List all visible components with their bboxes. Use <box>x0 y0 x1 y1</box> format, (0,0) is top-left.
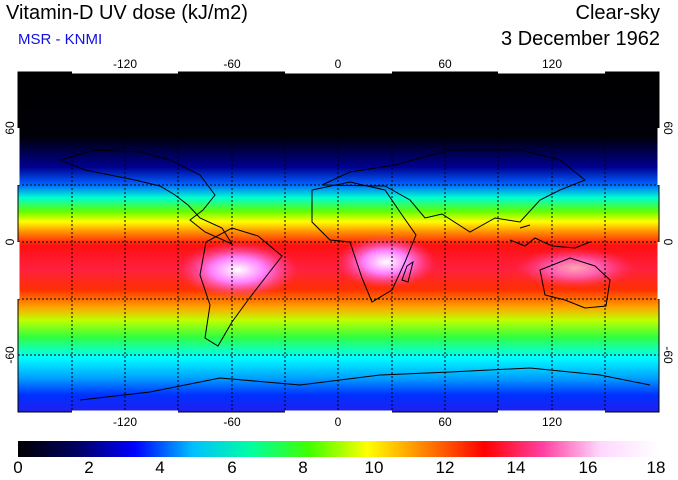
color-scale-bar <box>18 441 659 457</box>
source-label: MSR - KNMI <box>18 31 103 48</box>
lat-tick-left: 0 <box>3 238 17 245</box>
lon-tick-top: -60 <box>223 57 241 71</box>
lon-tick-bottom: 120 <box>542 415 562 429</box>
lat-tick-left: -60 <box>3 346 17 364</box>
lon-tick-top: 60 <box>438 57 452 71</box>
frame-ticks <box>16 70 661 414</box>
lon-tick-top: 0 <box>335 57 342 71</box>
color-scale-label: 4 <box>155 458 165 477</box>
color-scale-label: 8 <box>298 458 308 477</box>
hotspot-south-america <box>178 242 298 298</box>
lon-tick-bottom: -120 <box>113 415 137 429</box>
graticule <box>18 72 659 412</box>
lon-tick-bottom: -60 <box>223 415 241 429</box>
lat-tick-right: 60 <box>661 121 675 135</box>
lat-tick-right: 0 <box>661 239 675 246</box>
lon-tick-top: -120 <box>113 57 137 71</box>
sky-condition-label: Clear-sky <box>575 2 660 24</box>
lon-tick-bottom: 60 <box>438 415 452 429</box>
lon-tick-bottom: 0 <box>335 415 342 429</box>
hotspot-australia <box>515 248 635 288</box>
color-scale-label: 18 <box>646 458 666 477</box>
color-scale-label: 14 <box>506 458 526 477</box>
lon-tick-top: 120 <box>542 57 562 71</box>
color-scale-label: 10 <box>364 458 384 477</box>
lat-tick-right: -60 <box>661 346 675 364</box>
coast-madagascar <box>401 260 414 283</box>
date-label: 3 December 1962 <box>501 28 660 50</box>
color-scale-label: 0 <box>13 458 23 477</box>
world-uv-map: -120 -60 0 60 120 -120 -60 0 60 120 60 0… <box>3 57 675 429</box>
color-scale-label: 12 <box>435 458 455 477</box>
color-scale-label: 2 <box>84 458 94 477</box>
lat-tick-left: 60 <box>3 121 17 135</box>
map-title: Vitamin-D UV dose (kJ/m2) <box>6 2 248 24</box>
color-scale-label: 16 <box>578 458 598 477</box>
coast-eurasia <box>321 149 586 233</box>
coast-south-america <box>199 227 283 347</box>
color-scale-label: 6 <box>227 458 237 477</box>
coast-antarctica <box>79 367 651 401</box>
